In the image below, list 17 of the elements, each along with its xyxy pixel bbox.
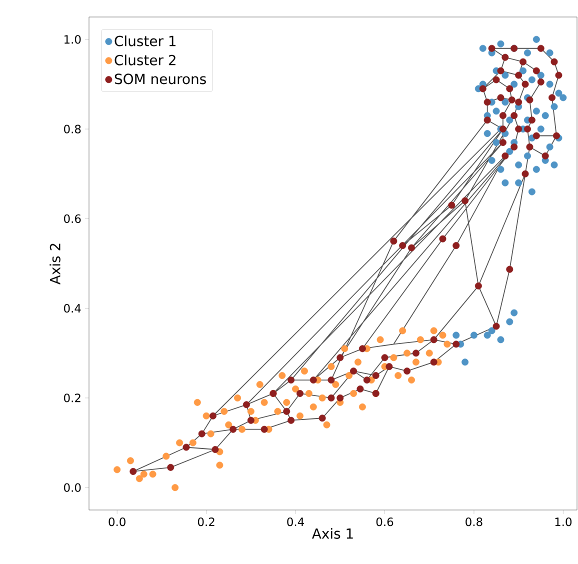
y-tick-label: 0.2 xyxy=(64,394,80,402)
y-tick-label: 0.4 xyxy=(64,304,81,313)
x-tick-label: 0.0 xyxy=(108,518,126,526)
x-tick-label: 1.0 xyxy=(555,518,572,526)
x-tick-label: 0.2 xyxy=(198,518,214,526)
x-axis-title: Axis 1 xyxy=(312,528,353,539)
y-tick-label: 0.6 xyxy=(64,214,81,224)
y-tick-label: 0.8 xyxy=(64,124,81,134)
x-tick-label: 0.4 xyxy=(287,518,304,526)
legend-label: SOM neurons xyxy=(114,74,206,84)
x-tick-label: 0.6 xyxy=(376,518,394,526)
legend-label: Cluster 2 xyxy=(114,54,176,66)
x-tick-label: 0.8 xyxy=(466,518,482,526)
y-tick-label: 1.0 xyxy=(64,35,81,44)
legend-label: Cluster 1 xyxy=(114,36,176,46)
y-axis-title: Axis 2 xyxy=(50,244,60,285)
y-tick-label: 0.0 xyxy=(64,483,81,492)
